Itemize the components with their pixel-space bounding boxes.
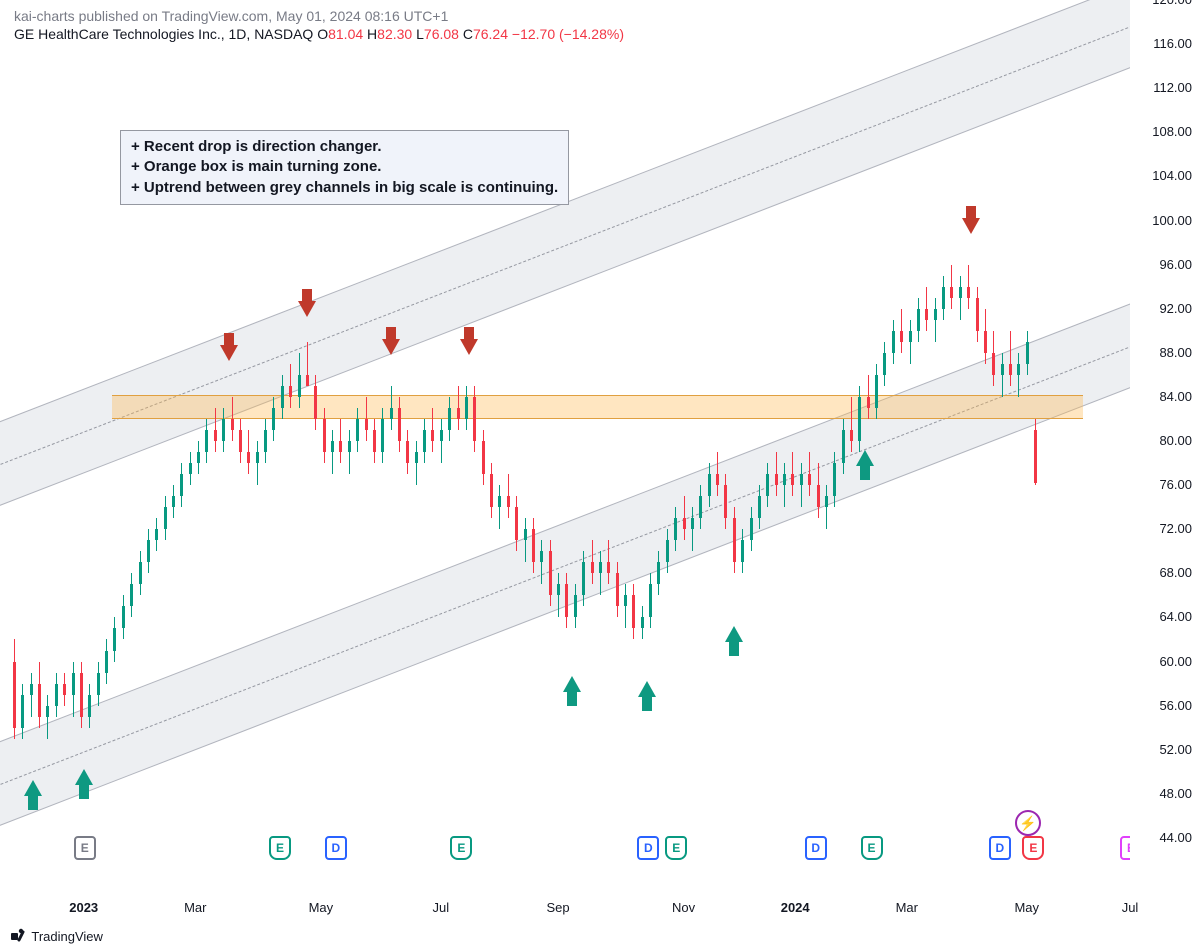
x-tick: 2024 (781, 900, 810, 915)
event-marker[interactable]: E (450, 836, 472, 860)
y-tick: 64.00 (1142, 609, 1192, 624)
y-tick: 44.00 (1142, 830, 1192, 845)
green-arrow-icon (563, 676, 581, 692)
y-tick: 80.00 (1142, 433, 1192, 448)
note-line: + Orange box is main turning zone. (131, 157, 558, 177)
y-tick: 56.00 (1142, 698, 1192, 713)
red-arrow-icon (220, 345, 238, 361)
y-tick: 84.00 (1142, 389, 1192, 404)
green-arrow-icon (725, 626, 743, 642)
flash-icon[interactable]: ⚡ (1015, 810, 1041, 836)
red-arrow-icon (962, 218, 980, 234)
y-tick: 52.00 (1142, 742, 1192, 757)
event-marker[interactable]: E (1022, 836, 1044, 860)
y-tick: 120.00 (1142, 0, 1192, 7)
x-tick: Jul (433, 900, 450, 915)
y-tick: 108.00 (1142, 124, 1192, 139)
x-tick: Jul (1122, 900, 1139, 915)
price-chart[interactable]: EEDEDEDEDEE⚡+ Recent drop is direction c… (0, 0, 1130, 860)
event-marker[interactable]: E (74, 836, 96, 860)
x-tick: Sep (546, 900, 569, 915)
y-axis: 44.00 48.00 52.00 56.00 60.00 64.00 68.00 72.00… (1140, 0, 1200, 860)
event-marker[interactable]: E (1120, 836, 1130, 860)
event-marker[interactable]: E (269, 836, 291, 860)
analysis-note: + Recent drop is direction changer.+ Ora… (120, 130, 569, 205)
note-line: + Uptrend between grey channels in big s… (131, 178, 558, 198)
green-arrow-icon (638, 681, 656, 697)
y-tick: 60.00 (1142, 654, 1192, 669)
x-axis: 2023MarMayJulSepNov2024MarMayJul (0, 900, 1130, 920)
y-tick: 104.00 (1142, 168, 1192, 183)
red-arrow-icon (298, 301, 316, 317)
event-marker[interactable]: D (325, 836, 347, 860)
event-marker[interactable]: D (989, 836, 1011, 860)
x-tick: May (309, 900, 334, 915)
event-marker[interactable]: D (637, 836, 659, 860)
x-tick: May (1014, 900, 1039, 915)
y-tick: 48.00 (1142, 786, 1192, 801)
y-tick: 100.00 (1142, 213, 1192, 228)
y-tick: 88.00 (1142, 345, 1192, 360)
green-arrow-icon (75, 769, 93, 785)
green-arrow-icon (856, 450, 874, 466)
event-marker[interactable]: D (805, 836, 827, 860)
y-tick: 116.00 (1142, 36, 1192, 51)
x-tick: 2023 (69, 900, 98, 915)
y-tick: 72.00 (1142, 521, 1192, 536)
y-tick: 68.00 (1142, 565, 1192, 580)
x-tick: Mar (184, 900, 206, 915)
red-arrow-icon (460, 339, 478, 355)
event-marker[interactable]: E (665, 836, 687, 860)
y-tick: 76.00 (1142, 477, 1192, 492)
red-arrow-icon (382, 339, 400, 355)
y-tick: 112.00 (1142, 80, 1192, 95)
tradingview-logo: TradingView (10, 927, 103, 944)
note-line: + Recent drop is direction changer. (131, 137, 558, 157)
y-tick: 96.00 (1142, 257, 1192, 272)
orange-zone (112, 395, 1083, 419)
y-tick: 92.00 (1142, 301, 1192, 316)
x-tick: Nov (672, 900, 695, 915)
event-marker[interactable]: E (861, 836, 883, 860)
x-tick: Mar (896, 900, 918, 915)
green-arrow-icon (24, 780, 42, 796)
